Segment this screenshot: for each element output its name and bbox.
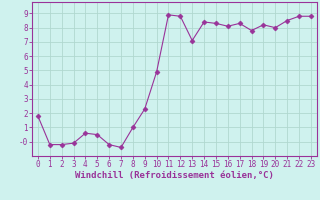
X-axis label: Windchill (Refroidissement éolien,°C): Windchill (Refroidissement éolien,°C) bbox=[75, 171, 274, 180]
